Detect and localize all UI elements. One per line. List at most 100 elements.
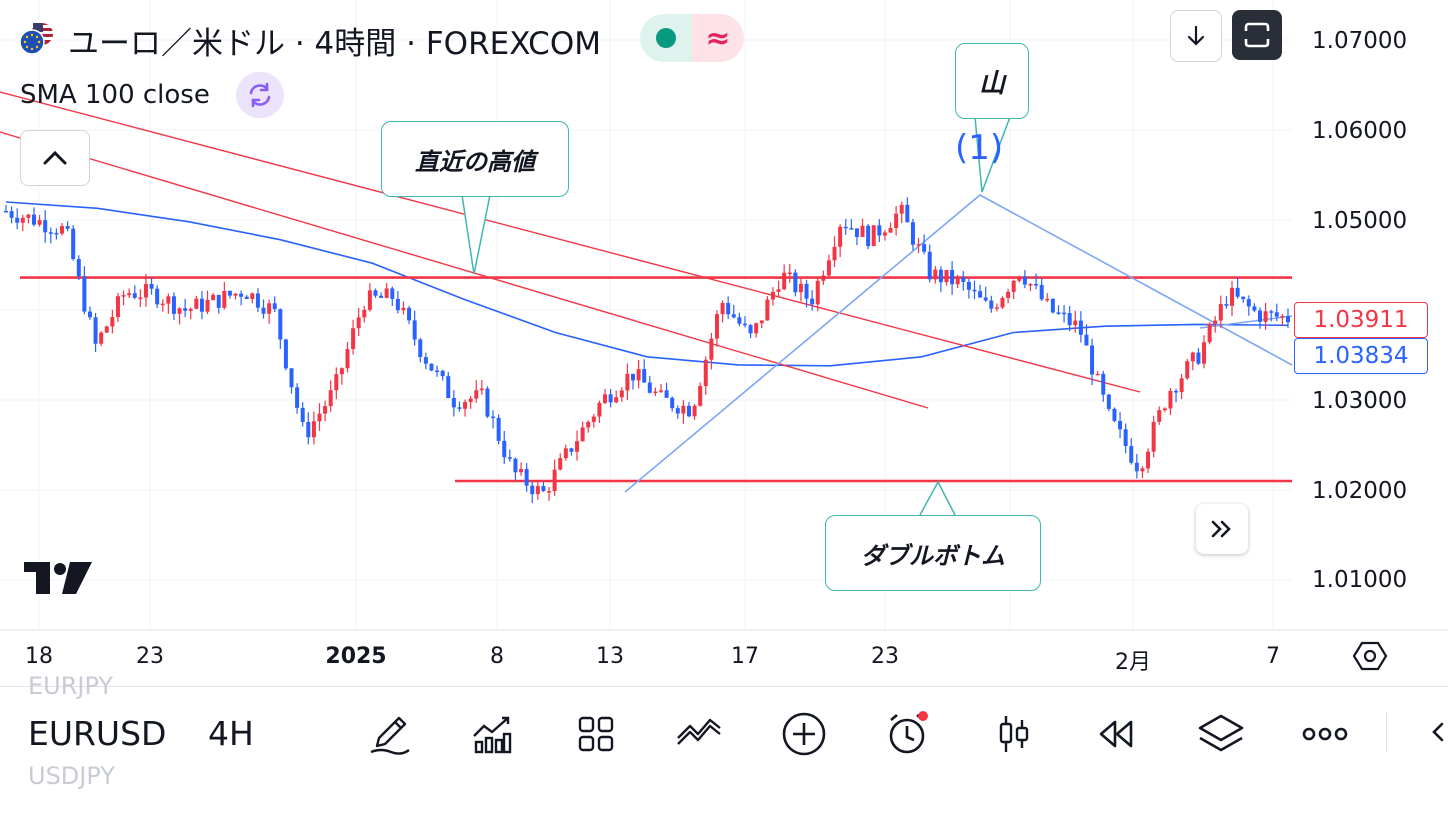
compare-chart-icon[interactable] <box>671 708 727 760</box>
candle-body <box>502 440 507 458</box>
candle-body <box>782 272 787 290</box>
candle-body <box>731 314 736 318</box>
candle-body <box>642 369 647 383</box>
chevron-up-icon <box>43 150 67 165</box>
candle-body <box>199 298 204 312</box>
time-tick: 23 <box>871 644 899 669</box>
symbol-next-ghost: USDJPY <box>28 762 115 790</box>
candle-body <box>31 214 36 225</box>
candle-body <box>871 225 876 247</box>
symbol-title[interactable]: ユーロ／米ドル · 4時間 · FOREXCOM <box>68 26 601 62</box>
candle-body <box>1280 316 1285 318</box>
download-button[interactable] <box>1170 10 1222 62</box>
callout-mountain[interactable]: 山 <box>955 43 1029 119</box>
candle-body <box>888 228 893 233</box>
candle-body <box>726 303 731 315</box>
candle-body <box>143 283 148 298</box>
collapse-legend-button[interactable] <box>20 130 90 186</box>
candle-body <box>1056 312 1061 314</box>
indicators-icon[interactable] <box>464 708 520 760</box>
refresh-icon[interactable] <box>236 72 284 118</box>
candle-body <box>295 387 300 408</box>
candle-body <box>1101 373 1106 395</box>
candle-body <box>216 294 221 308</box>
candles <box>4 197 1290 504</box>
toolbar-divider <box>0 686 1448 687</box>
candle-body <box>586 421 591 428</box>
candle-body <box>1095 373 1100 376</box>
candle-body <box>401 307 406 311</box>
candle-body <box>787 272 792 275</box>
callout-double-bottom[interactable]: ダブルボトム <box>825 515 1041 591</box>
candle-body <box>48 232 53 234</box>
candle-body <box>188 308 193 311</box>
candle-body <box>451 398 456 408</box>
candle-body <box>1252 306 1257 311</box>
callout-recent-high[interactable]: 直近の高値 <box>381 121 569 197</box>
candle-body <box>76 259 81 277</box>
candle-body <box>759 320 764 324</box>
candle-body <box>658 390 663 392</box>
candle-body <box>877 225 882 236</box>
candle-body <box>1078 320 1083 335</box>
candle-body <box>541 486 546 492</box>
candle-body <box>1045 298 1050 301</box>
candle-body <box>255 293 260 308</box>
candle-body <box>1168 390 1173 409</box>
candle-body <box>171 296 176 314</box>
candle-body <box>250 293 255 299</box>
scroll-to-realtime-button[interactable] <box>1196 504 1248 554</box>
candle-body <box>563 448 568 459</box>
candle-body <box>177 308 182 314</box>
price-chart[interactable] <box>0 0 1448 690</box>
candle-body <box>810 298 815 305</box>
candle-body <box>15 217 20 223</box>
candle-body <box>339 368 344 375</box>
descending-trend-line <box>0 91 1141 393</box>
alert-clock-icon[interactable] <box>879 708 935 760</box>
candle-body <box>468 398 473 402</box>
layouts-grid-icon[interactable] <box>568 708 624 760</box>
replay-rewind-icon[interactable] <box>1089 708 1145 760</box>
candle-body <box>535 486 540 495</box>
candle-body <box>1174 390 1179 393</box>
candle-body <box>356 317 361 329</box>
chevron-left-icon[interactable] <box>1430 720 1446 748</box>
candle-body <box>1112 408 1117 421</box>
candle-body <box>821 275 826 281</box>
tradingview-logo-icon[interactable] <box>24 560 92 600</box>
candle-body <box>261 307 266 314</box>
time-tick: 13 <box>596 644 624 669</box>
candle-body <box>1022 276 1027 285</box>
add-plus-circle-icon[interactable] <box>776 708 832 760</box>
candle-body <box>54 232 59 235</box>
candle-body <box>267 303 272 314</box>
candle-body <box>843 226 848 229</box>
market-status-pill[interactable]: ≈ <box>640 14 744 62</box>
toolbar-interval[interactable]: 4H <box>208 714 254 753</box>
candle-body <box>110 317 115 327</box>
toolbar-symbol[interactable]: EURUSD <box>28 714 167 753</box>
candle-body <box>849 228 854 230</box>
candle-body <box>457 407 462 409</box>
candle-style-icon[interactable] <box>986 708 1042 760</box>
fullscreen-button[interactable] <box>1232 10 1282 60</box>
candle-body <box>289 368 294 388</box>
candle-body <box>1185 361 1190 379</box>
candle-body <box>776 289 781 292</box>
hexagon-settings-icon[interactable] <box>1352 638 1388 678</box>
drawing-tools-icon[interactable] <box>361 708 417 760</box>
layers-icon[interactable] <box>1193 708 1249 760</box>
candle-body <box>1090 345 1095 375</box>
candle-body <box>530 485 535 495</box>
candle-body <box>899 204 904 214</box>
indicator-label[interactable]: SMA 100 close <box>20 80 210 110</box>
candle-body <box>1241 296 1246 300</box>
more-dots-icon[interactable] <box>1297 708 1353 760</box>
candle-body <box>183 308 188 311</box>
candle-body <box>373 290 378 296</box>
candle-body <box>244 296 249 299</box>
candle-body <box>345 349 350 369</box>
time-tick: 8 <box>490 644 504 669</box>
candle-body <box>591 416 596 422</box>
